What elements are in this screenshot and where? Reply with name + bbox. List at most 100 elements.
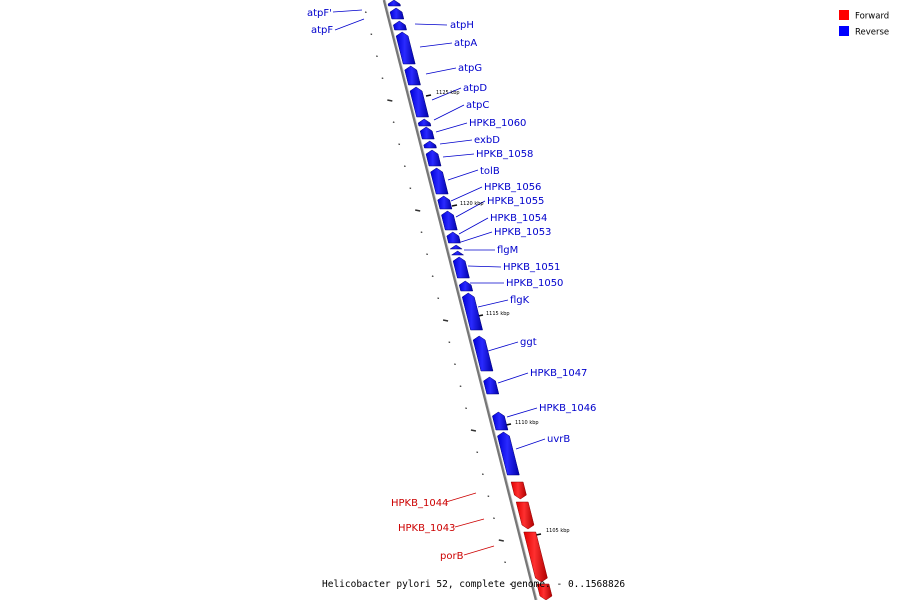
leader-line xyxy=(455,200,486,218)
gene-label[interactable]: HPKB_1055 xyxy=(487,196,544,207)
leader-line xyxy=(467,265,502,268)
reverse-gene-arrow[interactable]: HPKB_1047 xyxy=(483,376,500,395)
minor-tick xyxy=(387,99,393,102)
reverse-gene-arrow[interactable]: HPKB_1058 xyxy=(425,149,442,167)
leader-line xyxy=(463,545,495,556)
gene-label[interactable]: HPKB_1050 xyxy=(506,278,563,289)
map-caption: Helicobacter pylori 52, complete genome.… xyxy=(322,579,625,590)
reverse-gene-arrow[interactable]: HPKB_1051 xyxy=(452,256,470,279)
leader-line xyxy=(450,186,483,202)
leader-line xyxy=(445,492,477,503)
reverse-gene-arrow[interactable]: HPKB_1046 xyxy=(492,411,509,431)
gene-label[interactable]: HPKB_1047 xyxy=(530,368,587,379)
leader-line xyxy=(419,42,453,48)
reverse-gene-arrow[interactable]: flgM xyxy=(450,250,465,256)
leader-line xyxy=(506,407,538,418)
forward-gene-arrow[interactable]: porB xyxy=(523,531,548,583)
leader-line xyxy=(497,372,529,384)
gene-label[interactable]: atpF xyxy=(311,25,333,36)
legend-forward-label: Forward xyxy=(855,12,889,22)
reverse-gene-arrow[interactable]: atpH xyxy=(393,20,407,31)
major-tick xyxy=(425,94,432,97)
leader-line xyxy=(439,139,473,145)
leader-line xyxy=(458,217,489,235)
legend-reverse-swatch xyxy=(839,26,849,36)
leader-line xyxy=(414,23,448,26)
reverse-gene-arrow[interactable]: HPKB_1054 xyxy=(446,231,461,244)
gene-label[interactable]: flgK xyxy=(510,295,530,306)
label-leader-lines xyxy=(332,9,546,556)
gene-label[interactable]: HPKB_1046 xyxy=(539,403,596,414)
gene-label[interactable]: atpC xyxy=(466,100,489,111)
gene-features: atpF'atpFatpHatpAatpGatpDatpCHPKB_1060ex… xyxy=(387,0,553,600)
reverse-gene-arrow[interactable]: atpG xyxy=(404,65,421,86)
leader-line xyxy=(442,153,475,158)
leader-line xyxy=(435,122,468,133)
gene-label[interactable]: ggt xyxy=(520,337,537,348)
reverse-gene-arrow[interactable]: atpF xyxy=(389,7,405,20)
reverse-gene-arrow[interactable]: HPKB_1055 xyxy=(441,210,458,231)
gene-label[interactable]: atpD xyxy=(463,83,487,94)
legend: Forward Reverse xyxy=(839,10,889,38)
gene-label[interactable]: exbD xyxy=(474,135,500,146)
legend-forward-swatch xyxy=(839,10,849,20)
reverse-gene-arrow[interactable]: atpA xyxy=(395,31,416,65)
gene-label[interactable]: flgM xyxy=(497,245,518,256)
gene-label[interactable]: HPKB_1060 xyxy=(469,118,526,129)
gene-label[interactable]: atpH xyxy=(450,20,474,31)
forward-gene-arrow[interactable]: HPKB_1044 xyxy=(510,481,527,500)
reverse-gene-arrow[interactable]: HPKB_1050 xyxy=(458,280,474,292)
leader-line xyxy=(477,299,509,308)
reverse-gene-arrow[interactable]: exbD xyxy=(423,140,437,149)
reverse-gene-arrow[interactable]: atpD xyxy=(409,86,429,118)
major-tick xyxy=(535,533,542,536)
genome-backbone xyxy=(382,0,538,600)
gene-label[interactable]: uvrB xyxy=(547,434,570,445)
gene-label[interactable]: HPKB_1056 xyxy=(484,182,541,193)
tick-label: 1125 kbp xyxy=(436,90,460,96)
reverse-gene-arrow[interactable]: uvrB xyxy=(497,431,520,476)
gene-label[interactable]: atpG xyxy=(458,63,482,74)
reverse-gene-arrow[interactable]: flgK xyxy=(461,292,483,331)
leader-line xyxy=(487,341,519,352)
tick-label: 1115 kbp xyxy=(486,311,510,317)
reverse-gene-arrow[interactable]: ggt xyxy=(472,335,494,372)
reverse-gene-arrow[interactable]: tolB xyxy=(430,167,449,195)
tick-label: 1120 kbp xyxy=(460,201,484,207)
leader-line xyxy=(447,169,479,181)
leader-line xyxy=(332,9,363,13)
forward-gene-arrow[interactable]: HPKB_1043 xyxy=(515,501,535,530)
genome-backbone-highlight xyxy=(385,0,538,600)
reverse-gene-arrow[interactable]: HPKB_1056 xyxy=(437,195,453,210)
gene-label[interactable]: tolB xyxy=(480,166,500,177)
reverse-gene-arrow[interactable]: HPKB_1053 xyxy=(449,244,463,250)
reverse-gene-arrow[interactable]: HPKB_1060 xyxy=(419,126,435,140)
tick-label: 1110 kbp xyxy=(515,420,539,426)
gene-label[interactable]: HPKB_1054 xyxy=(490,213,547,224)
major-tick xyxy=(451,204,458,207)
minor-tick xyxy=(442,319,449,322)
minor-tick xyxy=(498,539,504,542)
leader-line xyxy=(460,231,493,243)
gene-label[interactable]: HPKB_1044 xyxy=(391,498,448,509)
leader-line xyxy=(431,87,462,101)
forward-gene-arrow[interactable] xyxy=(536,583,553,600)
leader-line xyxy=(515,438,546,450)
gene-label[interactable]: atpF' xyxy=(307,8,332,19)
leader-line xyxy=(334,18,365,31)
leader-line xyxy=(454,518,485,528)
gene-label[interactable]: atpA xyxy=(454,38,477,49)
reverse-gene-arrow[interactable]: atpF' xyxy=(387,0,401,7)
minor-tick xyxy=(470,429,477,432)
leader-line xyxy=(433,104,465,121)
gene-label[interactable]: HPKB_1043 xyxy=(398,523,455,534)
minor-tick xyxy=(415,209,421,212)
gene-label[interactable]: HPKB_1053 xyxy=(494,227,551,238)
gene-label[interactable]: HPKB_1058 xyxy=(476,149,533,160)
reverse-gene-arrow[interactable]: atpC xyxy=(417,118,432,127)
legend-reverse-label: Reverse xyxy=(855,28,889,38)
leader-line xyxy=(425,67,457,75)
gene-label[interactable]: HPKB_1051 xyxy=(503,262,560,273)
gene-label[interactable]: porB xyxy=(440,551,464,562)
